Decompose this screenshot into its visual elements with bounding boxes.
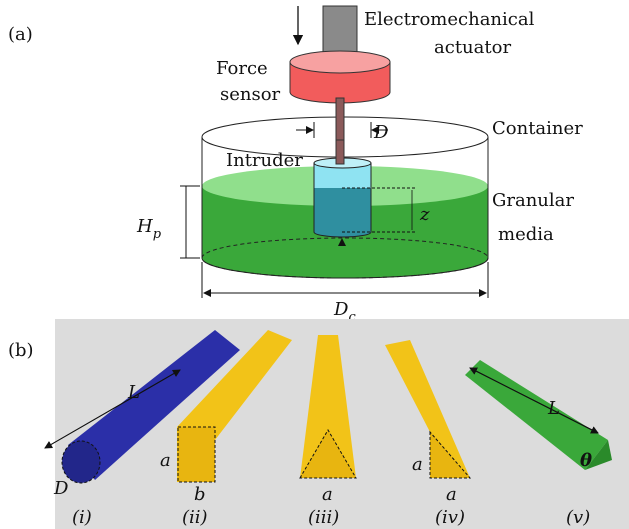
caption: (ii) — [182, 507, 208, 528]
annotation: θ — [580, 450, 592, 471]
container-diameter-label: Dc — [333, 299, 356, 325]
caption: (i) — [72, 507, 92, 528]
diameter-label: D — [373, 122, 389, 143]
media-label: Granular — [492, 190, 574, 211]
actuator-label: Electromechanical — [364, 9, 535, 30]
depth-label: z — [419, 204, 430, 225]
panel-label: (a) — [8, 24, 33, 45]
annotation: a — [322, 484, 333, 505]
annotation: L — [127, 382, 140, 403]
sensor-top — [289, 50, 391, 74]
caption: (iii) — [308, 507, 339, 528]
intruder-iii — [300, 335, 356, 478]
intruder-v — [465, 360, 608, 470]
actuator-label: actuator — [434, 37, 511, 58]
caption: (v) — [566, 507, 590, 528]
sensor-label: Force — [216, 58, 268, 79]
sensor-label: sensor — [220, 84, 281, 105]
annotation: D — [53, 478, 69, 499]
panel-b: (b) L D a b a a a L θ (i) (ii) (iii) (iv… — [8, 319, 629, 529]
container-label: Container — [492, 118, 583, 139]
caption: (iv) — [435, 507, 465, 528]
annotation: a — [412, 454, 423, 475]
annotation: a — [446, 484, 457, 505]
media-label: media — [498, 224, 554, 245]
annotation: a — [160, 450, 171, 471]
height-label: Hp — [136, 216, 162, 242]
intruder-i — [68, 330, 240, 480]
panel-label: (b) — [8, 340, 34, 361]
panel-a: (a) D z Electromechanical actuator Force — [8, 5, 583, 325]
intruder-iv — [385, 340, 470, 478]
annotation: b — [194, 484, 206, 505]
intruder-label: Intruder — [226, 150, 303, 171]
annotation: L — [547, 398, 560, 419]
